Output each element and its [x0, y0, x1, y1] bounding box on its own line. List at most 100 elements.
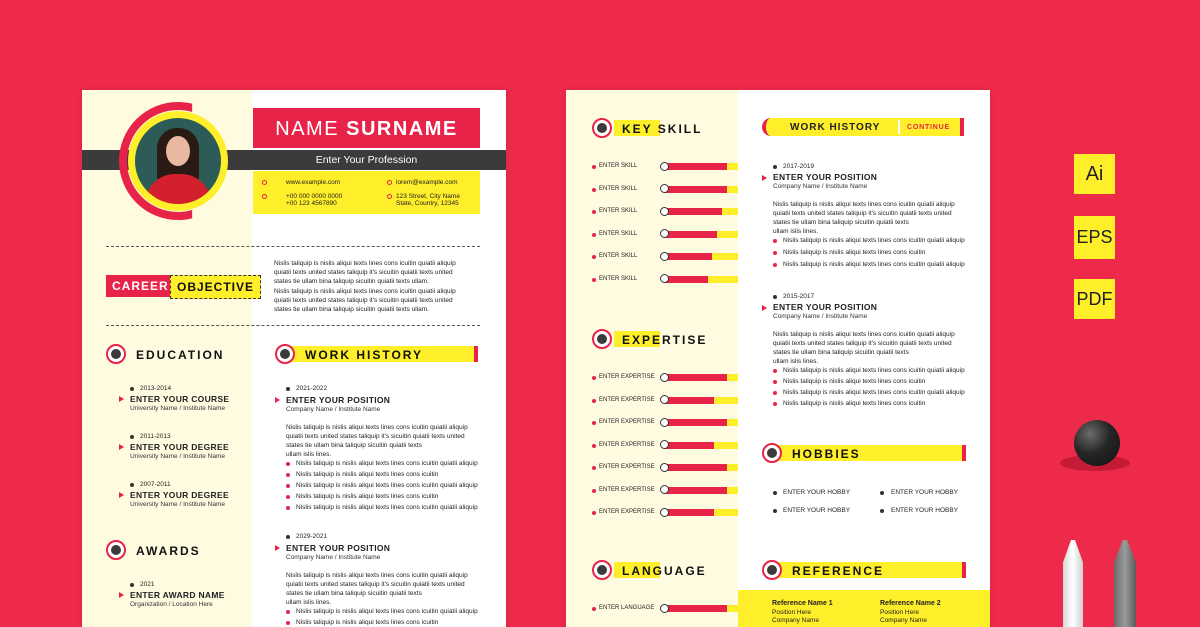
career-badge-red: CAREER: [106, 275, 175, 297]
skill-bar-fill: [664, 396, 715, 404]
skill-knob: [660, 251, 669, 261]
circle-icon: [762, 560, 782, 580]
eps-format-badge: EPS: [1074, 216, 1115, 259]
continue-endcap: [960, 118, 964, 136]
skill-knob: [660, 161, 669, 171]
skill-bullet: [592, 421, 596, 425]
resume-page-1: NAME SURNAME Enter Your Profession www.e…: [82, 90, 506, 627]
skill-knob: [660, 206, 669, 216]
career-paragraph-2: Nislis taliquip is nislis aliqui texts l…: [274, 288, 456, 313]
skill-label: ENTER SKILL: [599, 208, 638, 214]
skill-knob: [660, 229, 669, 238]
skill-knob: [660, 274, 669, 283]
skill-knob: [660, 395, 669, 404]
skill-bar: [660, 251, 738, 261]
skill-label: ENTER EXPERTISE: [599, 441, 655, 448]
skill-knob: [660, 603, 669, 613]
reference-position: Position Here: [880, 609, 920, 616]
skill-bullet: [592, 443, 596, 448]
skill-bullet: [592, 187, 596, 192]
skill-bar-fill: [664, 509, 715, 516]
sidebar-background: [566, 90, 738, 627]
career-paragraph-1: Nislis taliquip is nislis aliqui texts l…: [274, 260, 456, 285]
career-badge-yellow: OBJECTIVE: [170, 275, 262, 299]
skill-label: ENTER EXPERTISE: [599, 509, 655, 515]
work-history-header: WORK HISTORY: [275, 344, 481, 364]
skill-label: ENTER EXPERTISE: [599, 486, 655, 493]
reference-position: Position Here: [772, 609, 812, 616]
skill-bullet: [592, 376, 596, 380]
decor-pen-gray: [1114, 540, 1136, 627]
skill-bar-fill: [664, 208, 722, 215]
skill-bar-fill: [664, 253, 713, 260]
skill-bullet: [592, 255, 596, 259]
skill-knob: [660, 485, 669, 494]
reference-company: Company Name: [772, 617, 819, 624]
name-heading: NAME SURNAME: [275, 118, 458, 140]
skill-bar-fill: [664, 163, 727, 170]
reference-box: Reference Name 1 Position Here Company N…: [738, 590, 990, 627]
skill-label: ENTER EXPERTISE: [599, 464, 655, 470]
globe-icon: [262, 180, 267, 185]
skill-bullet: [592, 511, 596, 515]
expertise-header: EXPERTISE: [592, 329, 712, 349]
work-history-title: WORK HISTORY: [790, 122, 881, 133]
reference-name: Reference Name 1: [772, 600, 833, 607]
address-text-1: 123 Street, City Name: [396, 193, 460, 200]
website-text: www.example.com: [286, 179, 341, 186]
skill-bullet: [592, 232, 596, 237]
circle-icon: [592, 329, 612, 349]
skill-label: ENTER EXPERTISE: [599, 396, 655, 403]
circle-icon: [106, 540, 126, 560]
phone-icon: [262, 194, 267, 199]
circle-icon: [275, 344, 295, 364]
skill-bullet: [592, 210, 596, 214]
ai-format-badge: Ai: [1074, 154, 1115, 194]
skill-bar-fill: [664, 419, 727, 426]
phone-text-1: +00 000 0000 0000: [286, 193, 343, 200]
circle-icon: [106, 344, 126, 364]
decor-pen-white: [1063, 540, 1083, 627]
skill-bar: [660, 395, 738, 404]
skill-label: ENTER EXPERTISE: [599, 374, 655, 380]
skill-label: ENTER SKILL: [599, 185, 638, 192]
skill-bar: [660, 485, 738, 494]
skill-knob: [660, 184, 669, 193]
skill-bar: [660, 440, 738, 449]
skill-bar-fill: [664, 464, 727, 471]
skill-bullet: [592, 277, 596, 282]
pdf-format-badge: PDF: [1074, 279, 1115, 319]
circle-icon: [762, 443, 782, 463]
divider: [106, 246, 480, 247]
skill-label: ENTER SKILL: [599, 253, 638, 259]
resume-page-2: KEY SKILL ENTER SKILL ENTER SKILL ENTER SK…: [566, 90, 990, 627]
location-icon: [387, 194, 392, 199]
skill-bullet: [592, 607, 596, 611]
skill-knob: [660, 417, 669, 427]
education-header: EDUCATION: [106, 344, 226, 364]
skill-bar: [660, 161, 738, 171]
divider: [106, 325, 480, 326]
skill-knob: [660, 462, 669, 472]
skill-bar-fill: [664, 374, 727, 381]
skill-label: ENTER SKILL: [599, 163, 638, 169]
skill-bar: [660, 206, 738, 216]
skill-label: ENTER LANGUAGE: [599, 605, 655, 611]
skill-bar: [660, 274, 738, 283]
skill-bar: [660, 184, 738, 193]
email-text: lorem@example.com: [396, 179, 458, 186]
skill-bullet: [592, 398, 596, 403]
profile-photo: [135, 118, 221, 204]
reference-header: REFERENCE: [762, 560, 968, 580]
skill-bar-fill: [664, 486, 727, 494]
key-skill-header: KEY SKILL: [592, 118, 712, 138]
skill-bar-fill: [664, 185, 727, 193]
name-box: NAME SURNAME: [253, 108, 480, 148]
reference-company: Company Name: [880, 617, 927, 624]
reference-name: Reference Name 2: [880, 600, 941, 607]
hobbies-header: HOBBIES: [762, 443, 968, 463]
circle-icon: [592, 560, 612, 580]
address-text-2: State, Country, 12345: [396, 200, 459, 207]
decor-ball: [1074, 420, 1120, 466]
email-icon: [387, 180, 392, 185]
